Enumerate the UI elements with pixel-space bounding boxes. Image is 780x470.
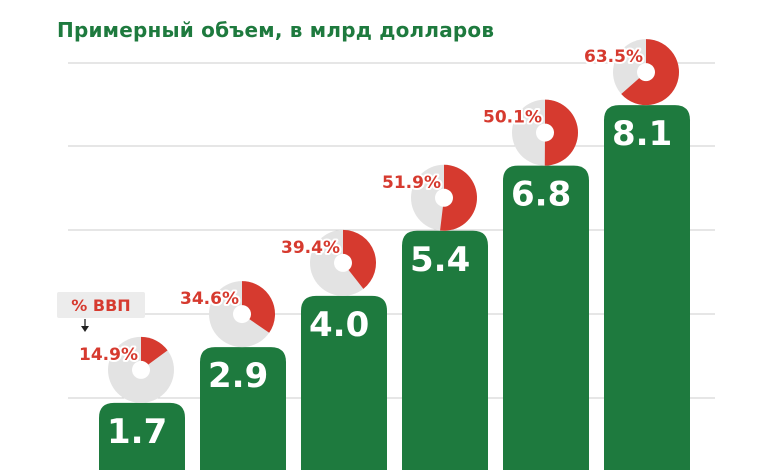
bar-value-label: 4.0: [309, 305, 369, 345]
bar: [99, 402, 185, 470]
pie-slice: [440, 164, 477, 231]
pie-hole: [132, 360, 150, 379]
pie-slice: [141, 336, 168, 370]
pie-hole: [435, 188, 453, 207]
bars: 1.7 2.9 4.0 5.4 6.8 8.1: [99, 105, 690, 470]
legend-arrow-head: [81, 326, 89, 332]
bar-value-label: 5.4: [410, 240, 470, 280]
bar: [200, 347, 286, 470]
bar-value-label: 6.8: [511, 175, 571, 215]
gdp-share-label: 14.9%: [79, 345, 138, 365]
bar: [402, 230, 488, 470]
pie-hole: [334, 253, 352, 272]
bar-value-label: 1.7: [107, 412, 167, 452]
gdp-share-label: 50.1%: [483, 108, 542, 128]
gdp-share-label: 34.6%: [180, 289, 239, 309]
bar: [503, 165, 589, 470]
pie-slice: [242, 281, 275, 333]
pie-hole: [536, 123, 554, 142]
gdp-share-label: 63.5%: [584, 47, 643, 67]
gdp-legend-label: % ВВП: [71, 296, 130, 315]
bar: [301, 295, 387, 470]
bar: [604, 105, 690, 470]
pie-hole: [233, 305, 251, 324]
gdp-legend-box: [57, 292, 145, 318]
gdp-share-label: 51.9%: [382, 173, 441, 193]
chart-title: Примерный объем, в млрд долларов: [57, 18, 495, 42]
gdp-share-label: 39.4%: [281, 238, 340, 258]
bar-value-label: 2.9: [208, 356, 268, 396]
bar-value-label: 8.1: [612, 114, 672, 154]
gdp-share-pies: 14.9% 34.6% 39.4% 51.9% 50.1% 63.5%: [77, 39, 680, 403]
pie-slice: [544, 99, 579, 166]
pie-slice: [343, 229, 377, 289]
gdp-legend: % ВВП: [57, 292, 145, 332]
pie-hole: [637, 63, 655, 82]
